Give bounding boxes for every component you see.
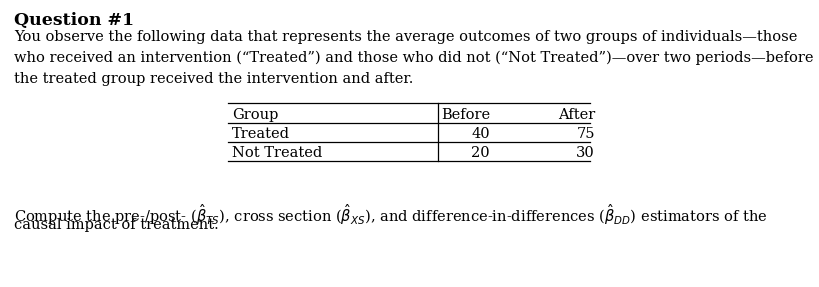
Text: 30: 30 (576, 146, 595, 160)
Text: Question #1: Question #1 (14, 12, 134, 29)
Text: Before: Before (441, 108, 490, 122)
Text: Compute the pre-/post- ($\hat{\beta}_{TS}$), cross section ($\hat{\beta}_{XS}$),: Compute the pre-/post- ($\hat{\beta}_{TS… (14, 202, 767, 227)
Text: Group: Group (232, 108, 278, 122)
Text: Not Treated: Not Treated (232, 146, 322, 160)
Text: 20: 20 (471, 146, 490, 160)
Text: After: After (557, 108, 595, 122)
Text: 75: 75 (576, 127, 595, 141)
Text: You observe the following data that represents the average outcomes of two group: You observe the following data that repr… (14, 30, 812, 86)
Text: causal impact of treatment.: causal impact of treatment. (14, 218, 219, 232)
Text: Treated: Treated (232, 127, 290, 141)
Text: 40: 40 (471, 127, 490, 141)
